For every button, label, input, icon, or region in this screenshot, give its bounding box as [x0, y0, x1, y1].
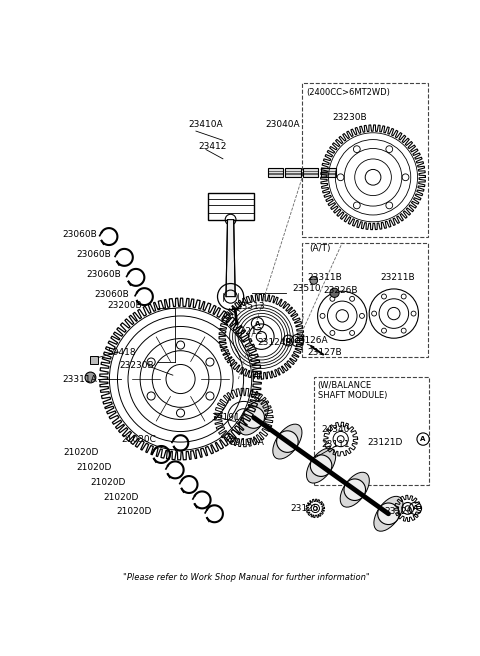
Text: 23060B: 23060B [77, 250, 111, 258]
Text: 23230B: 23230B [119, 361, 154, 370]
Bar [303, 168, 318, 177]
Ellipse shape [340, 472, 369, 507]
Bar [267, 168, 283, 177]
Circle shape [243, 407, 264, 428]
Text: (2400CC>6MT2WD): (2400CC>6MT2WD) [306, 88, 390, 97]
Text: 23226B: 23226B [323, 286, 358, 295]
Text: 23200B: 23200B [108, 301, 142, 310]
Text: 23311B: 23311B [308, 273, 342, 282]
Bar [285, 168, 300, 177]
Bar [302, 243, 428, 357]
Text: SHAFT MODULE): SHAFT MODULE) [318, 392, 387, 400]
Text: 23120: 23120 [384, 507, 413, 516]
Text: 23212: 23212 [234, 327, 263, 336]
Text: 23510: 23510 [292, 283, 321, 293]
Bar [314, 377, 429, 485]
Text: 23513: 23513 [237, 302, 265, 311]
Text: 39190A: 39190A [229, 438, 264, 447]
Text: 23127B: 23127B [308, 348, 342, 357]
Text: 23412: 23412 [198, 142, 227, 151]
Ellipse shape [307, 448, 336, 483]
Text: 23125: 23125 [291, 504, 319, 513]
Text: 23126A: 23126A [294, 336, 328, 345]
Text: (A/T): (A/T) [309, 243, 331, 253]
Polygon shape [226, 220, 235, 297]
Bar [321, 168, 336, 177]
Circle shape [276, 431, 298, 453]
Text: 23230B: 23230B [333, 113, 367, 122]
Bar [90, 356, 98, 363]
Text: 59418: 59418 [108, 348, 136, 357]
Text: 24340: 24340 [322, 424, 350, 434]
Circle shape [330, 288, 339, 297]
Ellipse shape [374, 497, 403, 531]
Text: A: A [255, 321, 260, 327]
Text: 21030C: 21030C [121, 434, 156, 443]
Text: 21020D: 21020D [104, 493, 139, 502]
Text: 21020D: 21020D [117, 507, 152, 516]
Text: "Please refer to Work Shop Manual for further information": "Please refer to Work Shop Manual for fu… [122, 573, 370, 582]
Text: 23410A: 23410A [188, 121, 223, 129]
Text: 23311A: 23311A [63, 375, 97, 384]
Text: 21020D: 21020D [90, 478, 126, 487]
Text: 23124B: 23124B [258, 338, 292, 346]
Text: 23111: 23111 [322, 440, 350, 449]
Text: 21020D: 21020D [63, 447, 99, 457]
Text: 23060B: 23060B [63, 230, 97, 239]
Text: 23040A: 23040A [265, 121, 300, 129]
Text: A: A [420, 436, 426, 442]
Circle shape [344, 479, 366, 501]
Ellipse shape [273, 424, 302, 459]
Text: 23121D: 23121D [368, 438, 403, 447]
Text: A: A [413, 505, 418, 512]
Text: 23060B: 23060B [94, 290, 129, 299]
Ellipse shape [239, 400, 268, 435]
Text: (W/BALANCE: (W/BALANCE [318, 380, 372, 390]
Text: 23060B: 23060B [86, 270, 121, 279]
Text: 23211B: 23211B [381, 273, 415, 282]
Text: 21020D: 21020D [77, 463, 112, 472]
Bar [302, 83, 428, 237]
Circle shape [85, 372, 96, 383]
Circle shape [310, 277, 318, 284]
Circle shape [310, 455, 332, 476]
Circle shape [378, 503, 399, 525]
Bar [207, 193, 254, 220]
Text: 39191: 39191 [211, 413, 240, 422]
